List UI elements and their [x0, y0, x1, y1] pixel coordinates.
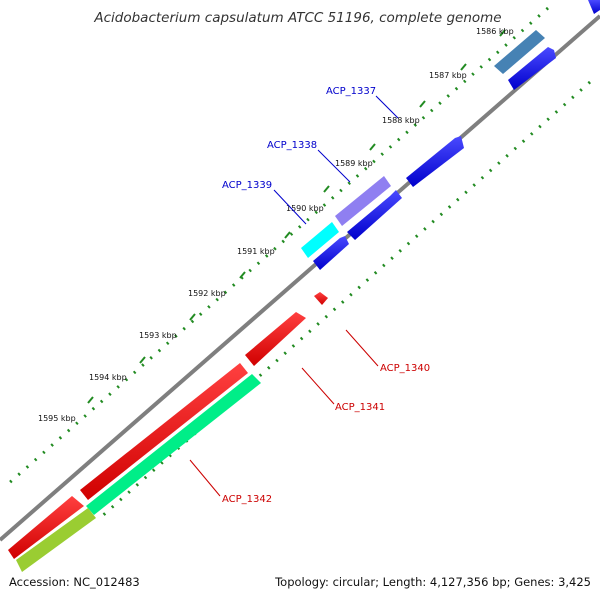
- gene-feature[interactable]: [588, 0, 600, 14]
- gene-feature[interactable]: [508, 47, 556, 90]
- outer-tick-track: [7, 6, 549, 486]
- kbp-label: 1593 kbp: [139, 331, 177, 340]
- gene-label-ACP_1338[interactable]: ACP_1338: [267, 140, 317, 151]
- gene-label-ACP_1339[interactable]: ACP_1339: [222, 180, 272, 191]
- kbp-tick: [284, 231, 291, 239]
- kbp-tick: [460, 63, 467, 71]
- gene-labels: ACP_1337 ACP_1338 ACP_1339 ACP_1340 ACP_…: [189, 86, 430, 505]
- label-leader: [273, 189, 307, 225]
- kbp-tick: [139, 356, 146, 364]
- kbp-label: 1589 kbp: [335, 159, 373, 168]
- label-leader: [301, 367, 335, 405]
- ruler-track: [7, 6, 591, 520]
- gene-feature[interactable]: [494, 30, 545, 74]
- reverse-genes: [8, 292, 328, 559]
- kbp-label: 1587 kbp: [429, 71, 467, 80]
- label-leader: [317, 149, 351, 183]
- accession-text: Accession: NC_012483: [9, 575, 140, 589]
- kbp-label: 1594 kbp: [89, 373, 127, 382]
- gene-feature[interactable]: [347, 190, 402, 240]
- kbp-tick: [323, 185, 330, 193]
- gene-feature[interactable]: [406, 136, 464, 187]
- gene-feature[interactable]: [245, 312, 306, 366]
- gene-feature[interactable]: [80, 363, 248, 500]
- gene-feature[interactable]: [86, 374, 261, 515]
- kbp-label: 1588 kbp: [382, 116, 420, 125]
- forward-genes: [313, 47, 556, 270]
- gene-feature[interactable]: [16, 508, 96, 572]
- label-leader: [189, 459, 221, 497]
- genome-backbone: [0, 14, 600, 542]
- kbp-label: 1586 kbp: [476, 27, 514, 36]
- gene-label-ACP_1341[interactable]: ACP_1341: [335, 402, 385, 413]
- gene-feature[interactable]: [314, 292, 328, 305]
- kbp-label: 1591 kbp: [237, 247, 275, 256]
- gene-feature[interactable]: [313, 236, 349, 270]
- kbp-ticks: 1586 kbp 1587 kbp 1588 kbp 1589 kbp 1590…: [38, 27, 514, 423]
- kbp-label: 1595 kbp: [38, 414, 76, 423]
- gene-feature[interactable]: [301, 222, 339, 258]
- genome-info-text: Topology: circular; Length: 4,127,356 bp…: [274, 575, 591, 589]
- kbp-tick: [87, 396, 94, 404]
- label-leader: [345, 329, 379, 367]
- gene-label-ACP_1337[interactable]: ACP_1337: [326, 86, 376, 97]
- label-leader: [375, 95, 399, 119]
- gene-label-ACP_1342[interactable]: ACP_1342: [222, 494, 272, 505]
- gene-label-ACP_1340[interactable]: ACP_1340: [380, 363, 430, 374]
- genome-title: Acidobacterium capsulatum ATCC 51196, co…: [93, 10, 501, 26]
- kbp-label: 1590 kbp: [286, 204, 324, 213]
- kbp-tick: [499, 29, 506, 37]
- kbp-tick: [239, 271, 246, 279]
- kbp-tick: [419, 100, 426, 108]
- kbp-tick: [189, 313, 196, 321]
- kbp-tick: [369, 143, 376, 151]
- inner-tick-track: [99, 80, 591, 520]
- gene-feature[interactable]: [8, 496, 84, 559]
- gene-feature[interactable]: [335, 176, 391, 226]
- kbp-label: 1592 kbp: [188, 289, 226, 298]
